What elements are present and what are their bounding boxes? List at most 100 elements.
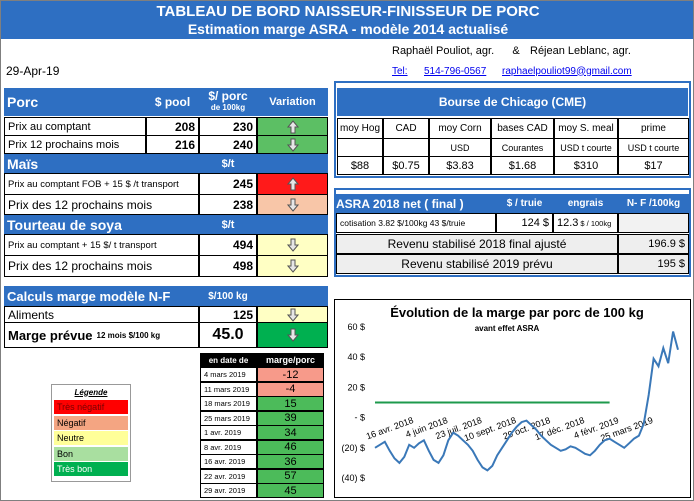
row-value: 39 <box>257 410 324 426</box>
row-date: 22 avr. 2019 <box>200 468 257 484</box>
cell-value: 498 <box>199 255 257 277</box>
row-date: 11 mars 2019 <box>200 381 257 397</box>
section-header <box>4 215 328 234</box>
y-tick-label: (40) $ <box>341 473 365 483</box>
variation-cell <box>257 255 328 277</box>
unit-cell: USD <box>429 138 491 157</box>
cell-value: 240 <box>199 135 257 154</box>
variation-arrow <box>286 308 299 322</box>
column-header: marge/porc <box>257 353 324 367</box>
title: TABLEAU DE BORD NAISSEUR-FINISSEUR DE PO… <box>156 3 540 20</box>
cell-value: 245 <box>199 173 257 195</box>
cell-value: 494 <box>199 234 257 256</box>
section-header <box>4 286 328 306</box>
column-header: N- F /100kg <box>618 194 689 213</box>
email[interactable]: raphaelpouliot99@gmail.com <box>502 65 632 77</box>
arrow-shape <box>286 138 299 152</box>
marge-value: 45.0 <box>199 322 257 348</box>
cell-value: 230 <box>199 117 257 136</box>
section-title: Maïs <box>7 155 39 172</box>
column-header: $ / truie <box>496 194 553 213</box>
arrow-shape <box>286 308 299 322</box>
cell-value: $88 <box>337 156 383 175</box>
cell-value: $310 <box>554 156 618 175</box>
legend-item: Très négatif <box>54 400 128 414</box>
arrow-shape <box>286 328 299 342</box>
variation-arrow <box>286 177 299 191</box>
variation-arrow <box>286 328 299 342</box>
unit-cell <box>383 138 429 157</box>
cell-value: $3.83 <box>429 156 491 175</box>
author: Réjean Leblanc, agr. <box>530 45 631 57</box>
column-header-line: $/ porc <box>208 89 248 103</box>
unit-cell: Courantes <box>491 138 554 157</box>
chart-subtitle: avant effet ASRA <box>475 324 540 333</box>
phone: 514-796-0567 <box>424 65 487 77</box>
arrow-shape <box>286 238 299 252</box>
section-header <box>4 154 328 173</box>
column-header: prime <box>618 118 689 139</box>
variation-cell <box>257 173 328 195</box>
column-header: moy S. meal <box>554 118 618 139</box>
variation-cell <box>257 135 328 154</box>
empty-cell <box>618 213 689 233</box>
row-label: Prix des 12 prochains mois <box>4 194 199 215</box>
y-tick-label: 40 $ <box>347 352 365 362</box>
arrow-shape <box>286 259 299 273</box>
row-date: 18 mars 2019 <box>200 396 257 411</box>
asra-header: ASRA 2018 net ( final ) <box>336 194 496 213</box>
variation-cell <box>257 194 328 215</box>
section-unit: $/t <box>221 157 235 170</box>
separator: & <box>512 45 520 57</box>
cell-value: 196.9 $ <box>618 234 689 254</box>
cell-value: 124 $ <box>496 213 553 233</box>
variation-arrow <box>286 138 299 152</box>
row-date: 1 avr. 2019 <box>200 425 257 440</box>
section-unit: $/t <box>221 218 235 231</box>
marge-note: 12 mois $/100 kg <box>96 330 161 340</box>
cell-value: $1.68 <box>491 156 554 175</box>
chicago-header: Bourse de Chicago (CME) <box>337 88 688 116</box>
row-date: 29 avr. 2019 <box>200 483 257 498</box>
row-value: -12 <box>257 367 324 382</box>
cell-value: 238 <box>199 194 257 215</box>
section-title: Tourteau de soya <box>7 216 122 233</box>
date: 29-Apr-19 <box>6 63 60 78</box>
row-label: Prix au comptant <box>4 117 146 136</box>
row-value: 36 <box>257 454 324 469</box>
y-tick-label: - $ <box>354 413 365 423</box>
arrow-shape <box>286 119 299 133</box>
row-label: Aliments <box>4 306 199 323</box>
row-date: 8 avr. 2019 <box>200 439 257 455</box>
section-title: Porc <box>7 94 39 110</box>
row-date: 4 mars 2019 <box>200 367 257 382</box>
chart-title: Évolution de la marge par porc de 100 kg <box>390 305 644 320</box>
row-label: Prix au comptant FOB + 15 $ /t transport <box>4 173 199 195</box>
legend-item: Neutre <box>54 431 128 445</box>
unit-cell: USD t courte <box>618 138 689 157</box>
cell-value: 12.3 $ / 100kg <box>553 213 618 233</box>
column-header-line: de 100kg <box>210 103 246 112</box>
cotisation: cotisation 3.82 $/100kg 43 $/truie <box>336 213 496 233</box>
unit-cell: USD t courte <box>554 138 618 157</box>
row-date: 16 avr. 2019 <box>200 454 257 469</box>
legend-item: Bon <box>54 446 128 461</box>
row-value: 45 <box>257 483 324 498</box>
y-tick-label: 60 $ <box>347 322 365 332</box>
engrais-value: 12.3 <box>557 217 579 229</box>
marge-label: Marge prévue <box>8 327 93 343</box>
row-value: 34 <box>257 425 324 440</box>
row-value: 46 <box>257 439 324 455</box>
chart: Évolution de la marge par porc de 100 kg… <box>341 305 679 483</box>
legend-item: Négatif <box>54 415 128 430</box>
variation-arrow <box>286 238 299 252</box>
arrow-shape <box>286 198 299 212</box>
variation-cell <box>257 234 328 256</box>
legend-title: Légende <box>74 387 108 397</box>
column-header: engrais <box>553 194 618 213</box>
chart-frame: Évolution de la marge par porc de 100 kg… <box>334 299 691 498</box>
subtitle: Estimation marge ASRA - modèle 2014 actu… <box>187 20 509 37</box>
y-tick-label: (20) $ <box>341 443 365 453</box>
row-date: 25 mars 2019 <box>200 410 257 426</box>
column-header: moy Corn <box>429 118 491 139</box>
